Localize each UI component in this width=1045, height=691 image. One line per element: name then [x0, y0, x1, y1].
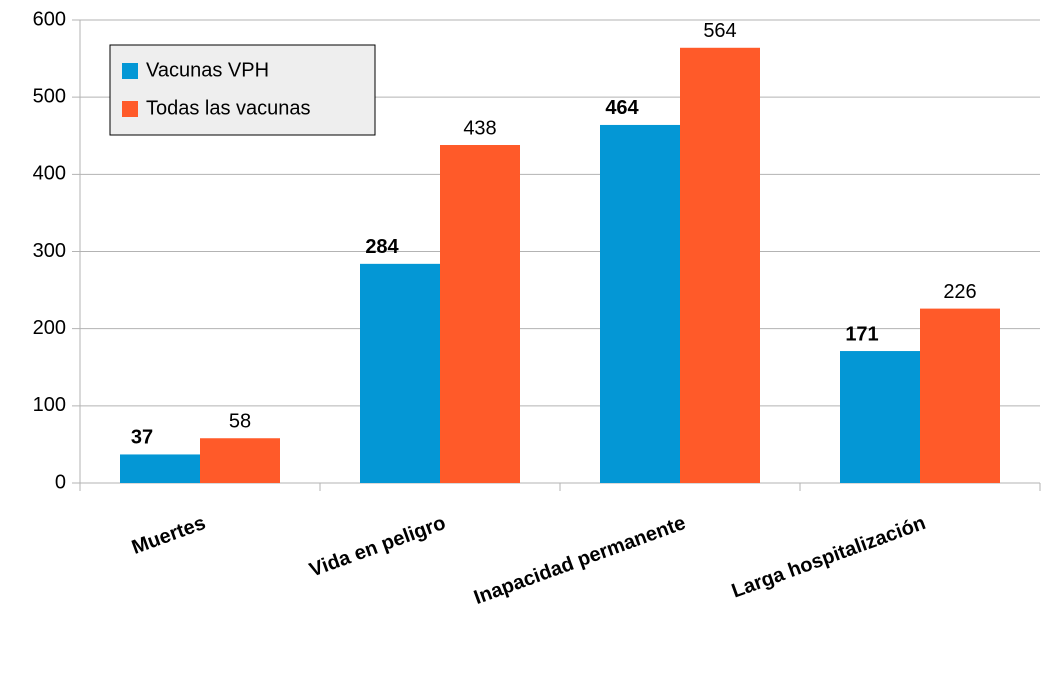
bar	[440, 145, 520, 483]
bar	[360, 263, 440, 483]
bar	[680, 47, 760, 483]
legend-label: Todas las vacunas	[146, 97, 311, 119]
data-label: 171	[845, 323, 878, 345]
bar	[920, 308, 1000, 483]
data-label: 226	[943, 281, 976, 303]
data-label: 58	[229, 411, 251, 433]
legend-swatch	[122, 101, 138, 117]
x-tick-label: Larga hospitalización	[729, 512, 929, 603]
bar	[120, 454, 200, 483]
y-tick-label: 600	[33, 8, 66, 30]
data-label: 464	[605, 97, 639, 119]
y-tick-label: 400	[33, 163, 66, 185]
x-tick-label: Inapacidad permanente	[471, 512, 688, 609]
y-tick-label: 300	[33, 240, 66, 262]
y-tick-label: 100	[33, 394, 66, 416]
y-tick-label: 200	[33, 317, 66, 339]
y-tick-label: 0	[55, 471, 66, 493]
data-label: 37	[131, 427, 153, 449]
bar	[600, 124, 680, 484]
bar	[200, 438, 280, 483]
data-label: 284	[365, 236, 399, 258]
data-label: 564	[703, 20, 736, 42]
legend: Vacunas VPH Todas las vacunas	[109, 44, 376, 136]
x-tick-label: Muertes	[129, 512, 209, 559]
x-tick-label: Vida en peligro	[307, 512, 449, 582]
legend-swatch	[122, 63, 138, 79]
legend-box	[109, 44, 376, 136]
y-tick-label: 500	[33, 85, 66, 107]
legend-label: Vacunas VPH	[146, 59, 269, 81]
data-label: 438	[463, 117, 496, 139]
bar	[840, 351, 920, 483]
